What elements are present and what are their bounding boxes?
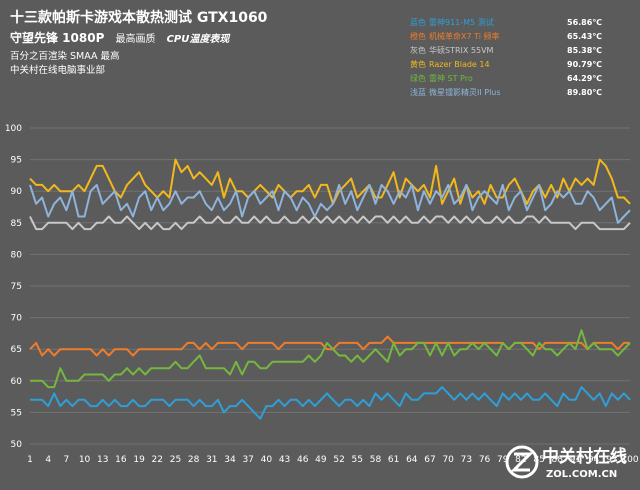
legend-color-name: 蓝色: [410, 17, 426, 27]
x-tick-label: 97: [606, 455, 617, 465]
legend-color-name: 绿色: [410, 73, 426, 83]
y-tick-label: 55: [11, 408, 22, 418]
legend-value-5: 64.29℃: [567, 74, 602, 83]
legend-series-name: 雷神911-M5 测试: [429, 17, 494, 27]
legend-value-4: 90.79℃: [567, 60, 602, 69]
x-tick-label: 25: [170, 455, 181, 465]
x-tick-label: 43: [279, 455, 290, 465]
legend-series-name: Razer Blade 14: [429, 60, 490, 69]
x-tick-label: 7: [63, 455, 69, 465]
x-tick-label: 64: [406, 455, 418, 465]
y-tick-label: 95: [11, 156, 22, 166]
y-tick-label: 75: [11, 282, 22, 292]
subtitle-settings: 百分之百渲染 SMAA 最高: [10, 50, 120, 62]
legend-color-name: 浅蓝: [410, 87, 426, 97]
legend-value-1: 56.86℃: [567, 18, 602, 27]
legend-color-name: 橙色: [410, 31, 426, 41]
legend-box: [406, 13, 626, 101]
x-tick-label: 94: [588, 455, 600, 465]
series-line-5: [30, 329, 631, 389]
y-tick-label: 90: [11, 187, 23, 197]
x-tick-label: 55: [352, 455, 363, 465]
y-tick-label: 60: [11, 377, 23, 387]
legend-label-1: 蓝色 雷神911-M5 测试: [410, 17, 494, 27]
x-tick-label: 28: [188, 455, 200, 465]
x-tick-label: 52: [333, 455, 344, 465]
x-tick-label: 31: [206, 455, 217, 465]
x-tick-label: 1: [27, 455, 33, 465]
series-line-4: [29, 158, 631, 205]
x-tick-label: 46: [297, 455, 309, 465]
legend: 蓝色 雷神911-M5 测试 56.86℃ 橙色 机械革命X7 Ti 频率 65.43℃ 灰…: [406, 13, 626, 101]
y-tick-label: 50: [11, 440, 23, 450]
subtitle-quality: 最高画质: [115, 32, 155, 45]
legend-label-2: 橙色 机械革命X7 Ti 频率: [410, 31, 500, 41]
series-line-3: [29, 215, 631, 231]
x-tick-label: 67: [424, 455, 435, 465]
x-tick-label: 58: [370, 455, 382, 465]
x-tick-label: 61: [388, 455, 399, 465]
subtitle-line: 守望先锋 1080P 最高画质 CPU温度表现: [10, 27, 231, 46]
zol-logo-icon: [505, 445, 539, 479]
x-tick-label: 49: [315, 455, 327, 465]
legend-value-6: 89.80℃: [567, 88, 602, 97]
series-group: [29, 158, 631, 420]
x-tick-label: 22: [152, 455, 163, 465]
y-tick-label: 65: [11, 345, 22, 355]
y-tick-label: 85: [11, 219, 22, 229]
legend-series-name: 华硕STRIX 55VM: [429, 45, 494, 55]
x-tick-label: 73: [461, 455, 472, 465]
legend-value-2: 65.43℃: [567, 32, 602, 41]
legend-color-name: 灰色: [410, 45, 426, 55]
x-tick-label: 16: [115, 455, 127, 465]
subtitle-game: 守望先锋 1080P: [10, 30, 105, 45]
series-line-6: [29, 183, 631, 224]
watermark-url: ZOL.COM.CN: [546, 469, 617, 480]
subtitle-source: 中关村在线电脑事业部: [10, 64, 105, 76]
legend-label-6: 浅蓝 微星镭影精灵II Plus: [410, 87, 501, 97]
legend-series-name: 微星镭影精灵II Plus: [429, 87, 501, 97]
y-axis: 50 55 60 65 70 75 80 85 90 95 100: [5, 124, 22, 450]
series-line-2: [29, 335, 630, 357]
chart-title: 十三款帕斯卡游戏本散热测试 GTX1060: [10, 9, 268, 26]
x-tick-label: 19: [133, 455, 145, 465]
x-tick-label: 79: [497, 455, 509, 465]
y-tick-label: 70: [11, 314, 23, 324]
legend-value-3: 85.38℃: [567, 46, 602, 55]
zol-watermark: 中关村在线 ZOL.COM.CN: [505, 445, 627, 480]
x-tick-label: 88: [552, 455, 564, 465]
x-tick-label: 37: [242, 455, 253, 465]
x-tick-label: 82: [515, 455, 526, 465]
legend-label-5: 绿色 雷神 ST Pro: [410, 73, 473, 83]
x-tick-label: 40: [261, 455, 273, 465]
x-tick-label: 85: [533, 455, 544, 465]
x-tick-label: 76: [479, 455, 491, 465]
legend-label-4: 黄色 Razer Blade 14: [410, 59, 490, 69]
y-tick-label: 100: [5, 124, 22, 134]
x-tick-label: 10: [79, 455, 91, 465]
x-tick-label: 70: [442, 455, 454, 465]
x-tick-label: 91: [570, 455, 581, 465]
legend-series-name: 雷神 ST Pro: [429, 73, 473, 83]
legend-color-name: 黄色: [410, 59, 426, 69]
watermark-brand: 中关村在线: [542, 446, 627, 467]
legend-label-3: 灰色 华硕STRIX 55VM: [410, 45, 494, 55]
x-axis: 1 4 7 10 13 16 19 22 25 28 31 34 37 40 43 46 49 52 55 58 61 6…: [27, 455, 639, 465]
y-tick-label: 80: [11, 250, 23, 260]
legend-series-name: 机械革命X7 Ti 频率: [429, 31, 500, 41]
series-line-1: [30, 386, 631, 420]
x-tick-label: 34: [224, 455, 236, 465]
x-tick-label: 13: [97, 455, 108, 465]
x-tick-label: 4: [45, 455, 51, 465]
x-tick-label: 100: [621, 455, 638, 465]
subtitle-metric: CPU温度表现: [167, 33, 232, 45]
